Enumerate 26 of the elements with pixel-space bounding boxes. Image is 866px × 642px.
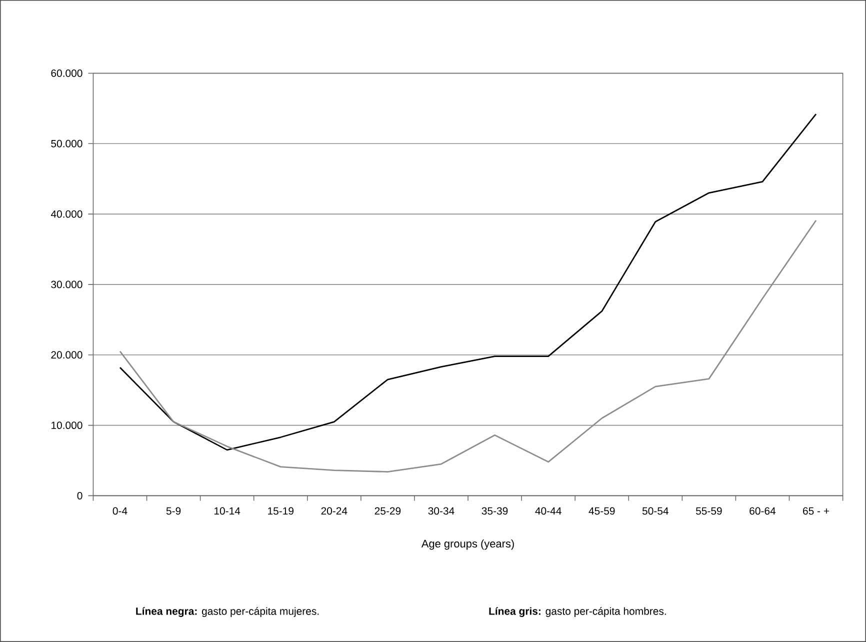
x-tick-label: 35-39 xyxy=(482,507,508,515)
x-tick-label: 20-24 xyxy=(321,507,348,515)
y-tick-label: 40.000 xyxy=(50,210,82,218)
y-tick-label: 10.000 xyxy=(52,422,82,430)
text: Línea negra: gasto per-cápita mujeres. xyxy=(136,607,319,618)
y-tick-label: 20.000 xyxy=(51,351,82,359)
line-series xyxy=(119,220,817,472)
x-tick-label: 40-44 xyxy=(535,507,562,515)
x-tick-label: 45-59 xyxy=(588,507,615,515)
x-tick-label: 30-34 xyxy=(428,507,454,515)
line-series xyxy=(119,113,817,451)
x-tick-label: 55-59 xyxy=(696,507,722,515)
x-tick-label: 0-4 xyxy=(112,507,128,515)
y-tick-label: 30.000 xyxy=(51,280,82,288)
y-tick-label: 50.000 xyxy=(51,140,82,148)
x-axis-title: Age groups (years) xyxy=(421,540,514,550)
y-tick-label: 60.000 xyxy=(51,70,82,77)
x-tick-label: 5-9 xyxy=(166,507,181,515)
x-tick-label: 10-14 xyxy=(214,507,240,515)
x-tick-label: 15-19 xyxy=(268,507,294,515)
x-tick-label: 50-54 xyxy=(642,507,668,515)
x-tick-label: 25-29 xyxy=(374,507,401,515)
text: Línea gris: gasto per-cápita hombres. xyxy=(489,607,666,618)
x-tick-label: 65 - + xyxy=(803,507,830,515)
y-tick-label: 0 xyxy=(77,492,82,500)
x-tick-label: 60-64 xyxy=(750,507,776,515)
